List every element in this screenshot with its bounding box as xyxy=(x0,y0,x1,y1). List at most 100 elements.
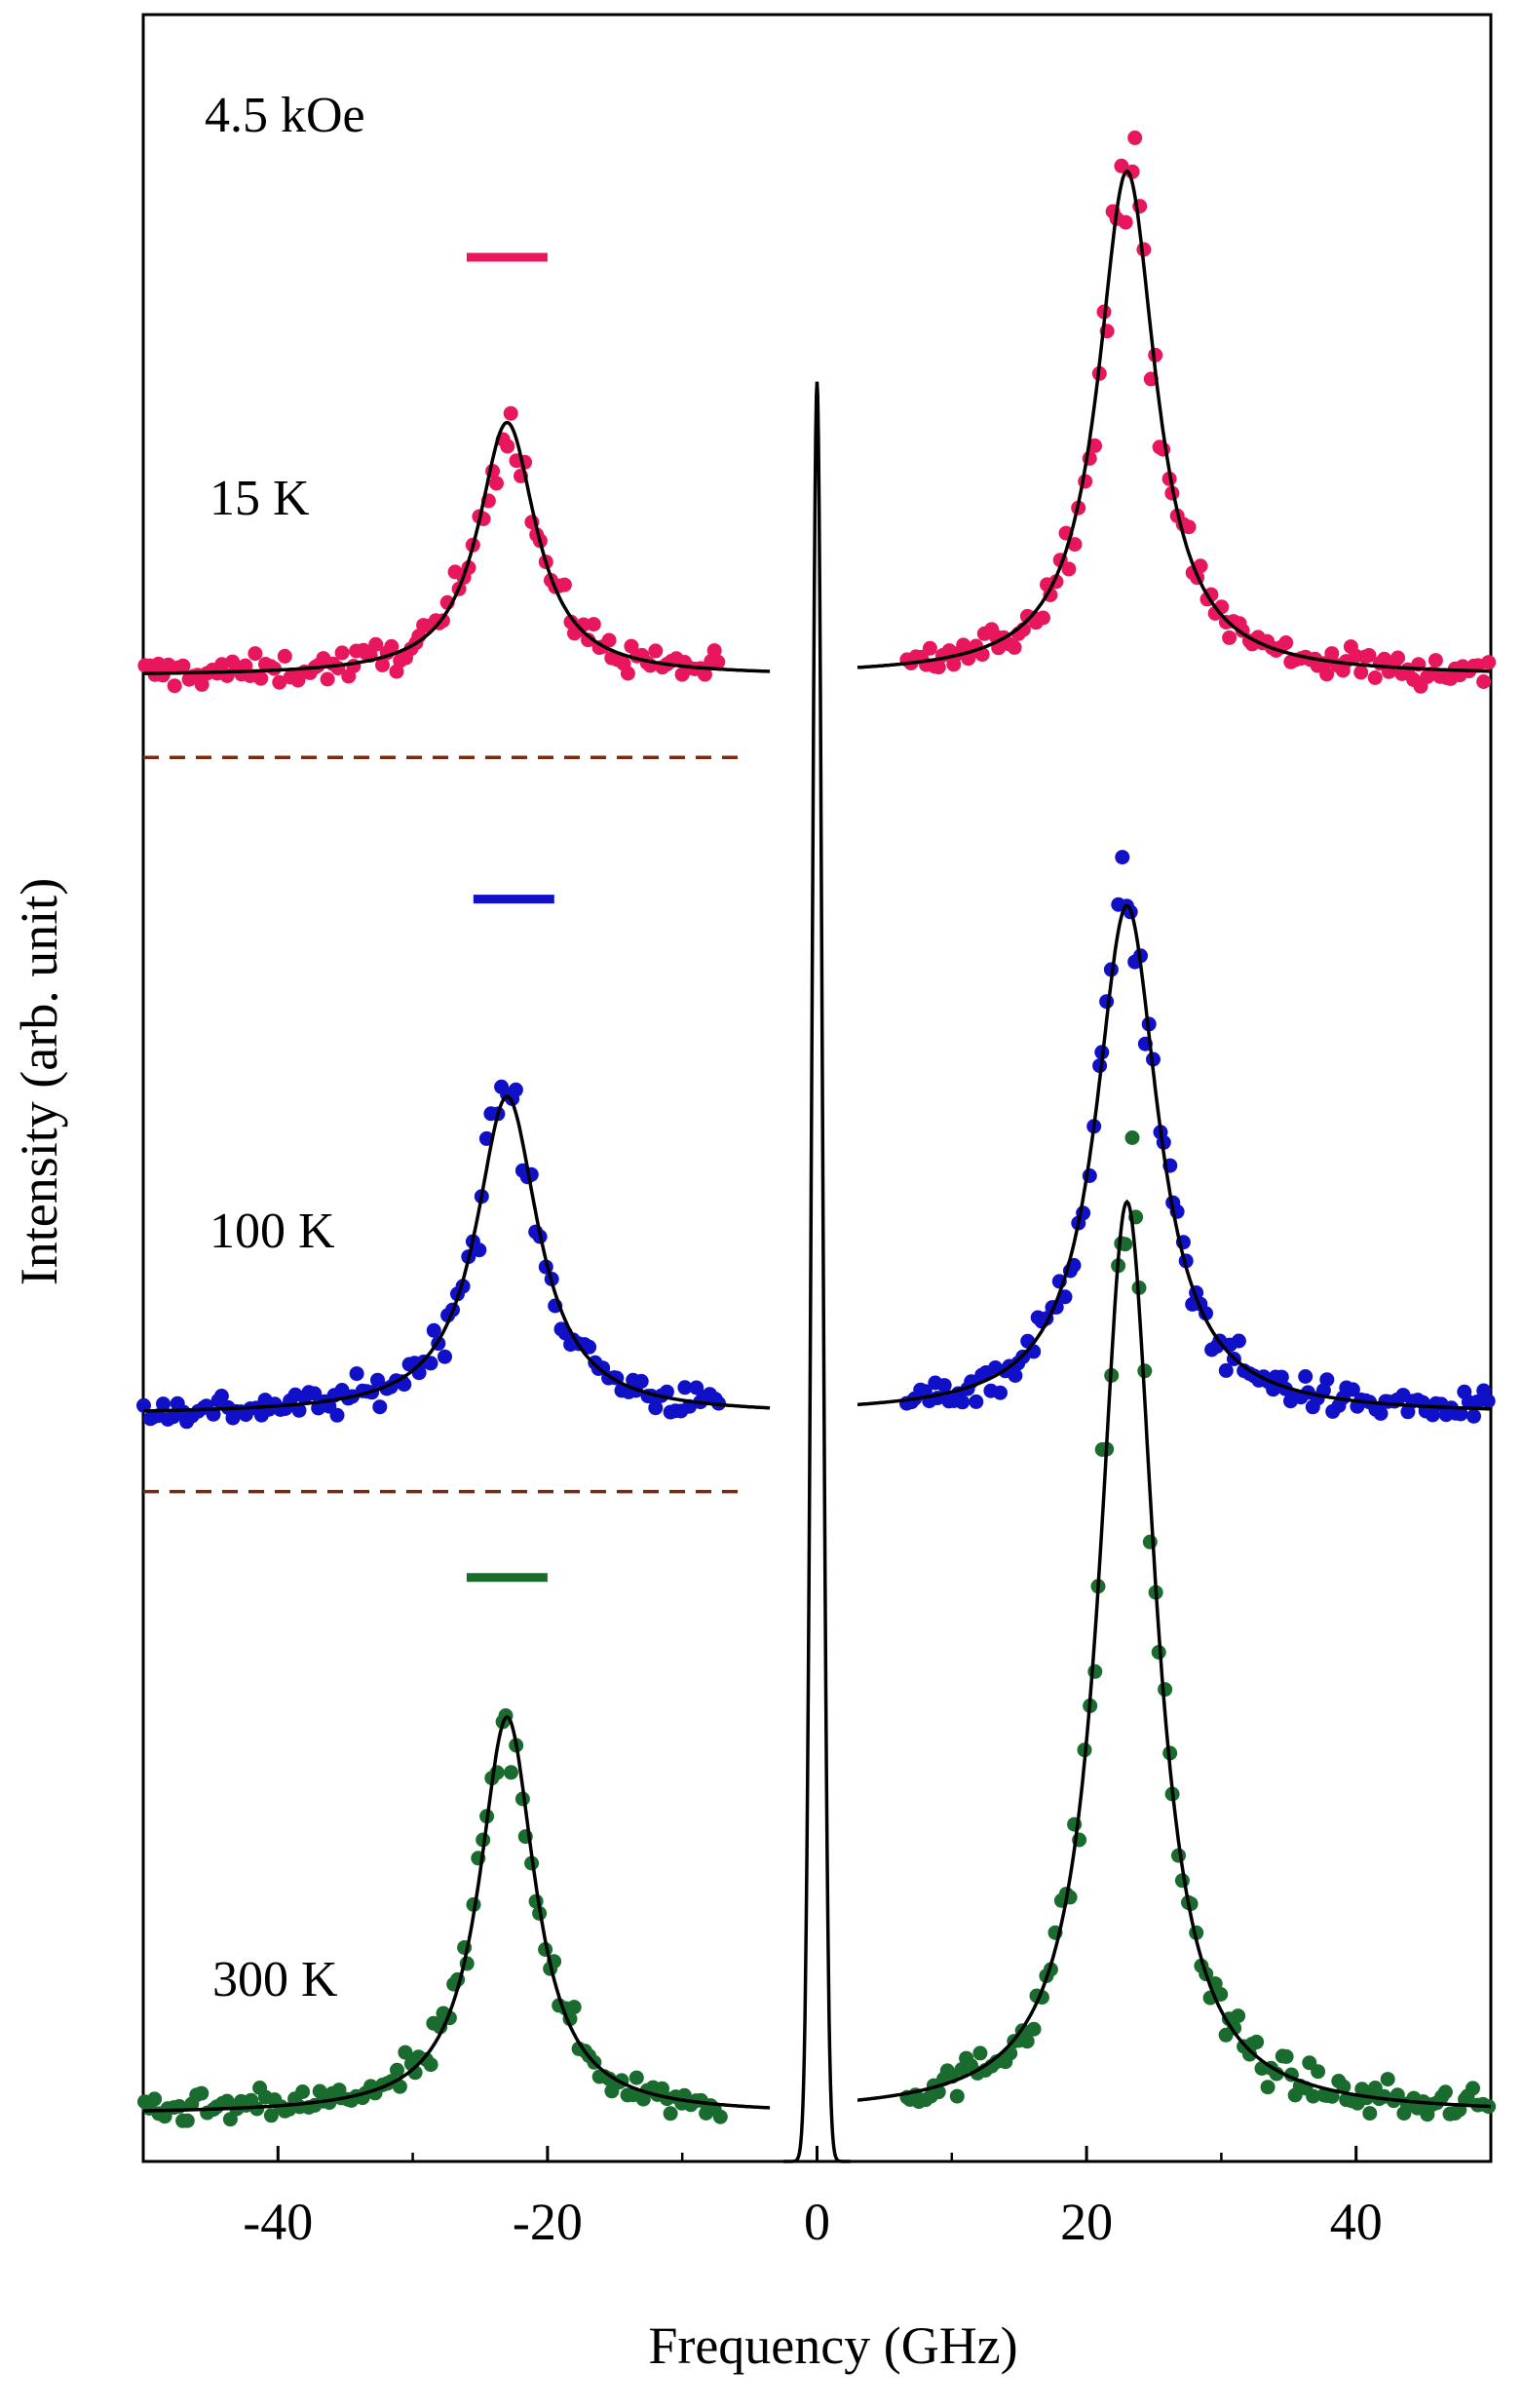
data-point-300k xyxy=(194,2085,209,2101)
data-point-15k xyxy=(1181,519,1197,535)
x-tick-label: 40 xyxy=(1330,2193,1383,2251)
data-point-100k xyxy=(1231,1333,1246,1349)
data-point-300k xyxy=(179,2113,195,2128)
data-point-15k xyxy=(375,657,390,672)
data-point-300k xyxy=(1306,2088,1321,2104)
series-label-100k: 100 K xyxy=(209,1204,335,1259)
data-point-100k xyxy=(1345,1382,1360,1397)
data-point-15k xyxy=(581,632,596,648)
data-point-300k xyxy=(949,2088,965,2104)
data-point-15k xyxy=(277,648,292,664)
data-point-15k xyxy=(503,405,518,421)
data-point-100k xyxy=(993,1385,1008,1400)
data-point-15k xyxy=(1476,674,1492,689)
data-point-100k xyxy=(1298,1369,1314,1384)
data-point-100k xyxy=(1057,1289,1073,1305)
data-point-300k xyxy=(1249,2034,1265,2049)
data-point-15k xyxy=(1036,610,1050,626)
data-point-100k xyxy=(329,1407,345,1423)
data-point-100k xyxy=(1425,1407,1440,1423)
fit-curve-15k-stokes xyxy=(143,420,771,675)
data-point-15k xyxy=(1367,670,1383,685)
data-point-100k xyxy=(1373,1406,1389,1421)
fit-curve-300k-stokes xyxy=(142,1715,771,2113)
x-axis-ticks: -40 -20 0 20 40 xyxy=(243,2146,1383,2251)
data-point-15k xyxy=(334,645,350,661)
data-point-300k xyxy=(712,2109,728,2124)
data-point-15k xyxy=(648,643,664,659)
data-point-15k xyxy=(368,636,384,652)
data-point-300k xyxy=(222,2112,238,2127)
data-point-15k xyxy=(1361,648,1377,663)
data-point-15k xyxy=(706,643,722,659)
data-point-15k xyxy=(1278,635,1294,650)
fit-curve-100k-antistokes xyxy=(857,903,1491,1411)
data-point-300k xyxy=(504,1765,518,1780)
data-point-100k xyxy=(307,1386,323,1401)
data-point-15k xyxy=(1007,639,1022,655)
data-point-15k xyxy=(1222,630,1237,645)
data-point-15k xyxy=(922,640,937,656)
fit-curve-300k-antistokes xyxy=(857,1199,1492,2109)
data-point-15k xyxy=(489,476,504,491)
data-point-15k xyxy=(320,671,335,687)
data-point-15k xyxy=(175,658,191,673)
data-point-15k xyxy=(1127,130,1143,145)
data-point-100k xyxy=(1274,1369,1289,1385)
data-point-100k xyxy=(582,1339,597,1355)
data-point-300k xyxy=(566,2000,582,2015)
data-point-100k xyxy=(1466,1408,1481,1424)
data-point-300k xyxy=(295,2084,311,2099)
data-point-15k xyxy=(384,638,400,654)
series-label-15k: 15 K xyxy=(209,471,310,526)
data-point-300k xyxy=(398,2045,413,2060)
data-point-300k xyxy=(1466,2081,1480,2096)
data-point-100k xyxy=(955,1395,971,1410)
data-point-300k xyxy=(263,2108,279,2123)
data-point-15k xyxy=(247,646,263,662)
data-point-300k xyxy=(972,2045,988,2061)
central-elastic-peak xyxy=(782,381,852,2163)
data-point-100k xyxy=(1480,1394,1496,1409)
data-point-300k xyxy=(1124,1130,1140,1145)
data-point-300k xyxy=(628,2070,644,2085)
data-point-15k xyxy=(620,666,635,681)
x-axis-label: Frequency (GHz) xyxy=(648,2316,1017,2375)
data-point-100k xyxy=(426,1322,441,1338)
data-point-300k xyxy=(1026,2021,1042,2037)
data-point-300k xyxy=(1437,2084,1453,2100)
data-point-100k xyxy=(1319,1372,1335,1388)
x-tick-label: -40 xyxy=(243,2193,313,2251)
data-point-100k xyxy=(1469,1395,1485,1409)
data-point-100k xyxy=(156,1396,171,1412)
data-point-15k xyxy=(1353,665,1369,680)
data-point-15k xyxy=(253,670,269,686)
fit-curves xyxy=(142,169,1492,2163)
data-point-15k xyxy=(697,667,712,682)
data-point-15k xyxy=(1061,561,1077,577)
data-point-100k xyxy=(423,1356,438,1371)
field-label: 4.5 kOe xyxy=(205,88,365,143)
data-point-15k xyxy=(1390,650,1406,666)
data-point-15k xyxy=(1428,653,1443,669)
plot-frame xyxy=(141,13,1493,2163)
data-point-100k xyxy=(213,1389,229,1403)
data-point-300k xyxy=(1260,2080,1276,2095)
data-point-15k xyxy=(1067,537,1083,553)
scale-bars xyxy=(466,252,554,1583)
data-point-15k xyxy=(710,654,726,669)
data-point-15k xyxy=(272,674,287,690)
data-point-15k xyxy=(1324,646,1340,662)
data-point-100k xyxy=(633,1373,649,1389)
fit-curve-100k-stokes xyxy=(143,1094,771,1413)
data-point-300k xyxy=(392,2079,407,2094)
data-point-15k xyxy=(1481,655,1497,670)
separator-lines xyxy=(143,755,743,1494)
data-point-15k xyxy=(1087,438,1102,453)
fit-curve-15k-antistokes xyxy=(857,169,1492,673)
data-point-100k xyxy=(1453,1406,1468,1422)
data-point-100k xyxy=(648,1400,664,1416)
x-tick-label: 0 xyxy=(804,2193,830,2251)
data-point-15k xyxy=(1043,588,1058,602)
